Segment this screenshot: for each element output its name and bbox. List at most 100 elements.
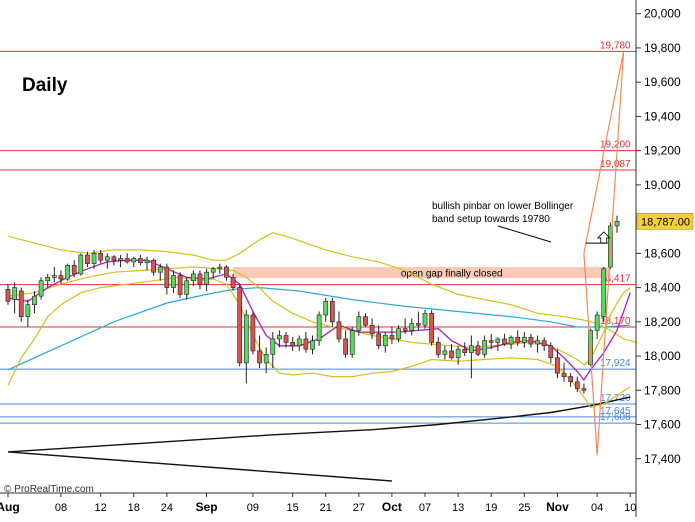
candle-body — [204, 271, 209, 285]
candle-body — [581, 388, 587, 391]
candle-body — [316, 314, 322, 341]
candle-body — [495, 338, 501, 343]
x-tick-label: Oct — [382, 500, 402, 514]
candle-body — [177, 275, 183, 295]
x-tick-label: 15 — [287, 502, 299, 514]
horizontal-levels: 19,780 19,200 19,087 18,417 18,170 17,924 17,7… — [0, 40, 636, 424]
annotations: bullish pinbar on lower Bollinger band se… — [432, 201, 611, 244]
candle-body — [488, 340, 494, 343]
candle-body — [409, 323, 415, 331]
candle-body — [190, 273, 196, 282]
candle-body — [343, 338, 348, 355]
x-tick-label: 07 — [419, 502, 431, 514]
candle-body — [382, 335, 388, 347]
candle-body — [568, 376, 574, 383]
candle-body — [482, 340, 487, 355]
x-tick-label: 27 — [353, 502, 365, 514]
x-tick-label: 09 — [247, 502, 259, 514]
x-tick-label: 18 — [128, 502, 140, 514]
annotation-line-2: band setup towards 19780 — [432, 214, 550, 225]
chart-title: Daily — [22, 75, 68, 96]
level-label: 19,780 — [600, 40, 631, 51]
watermark: © ProRealTime.com — [4, 484, 94, 495]
candle-body — [508, 336, 514, 345]
y-tick-label: 17,400 — [644, 452, 681, 466]
candle-body — [151, 259, 156, 273]
candle-body — [574, 381, 580, 389]
candle-body — [594, 314, 600, 331]
current-price-box — [636, 213, 694, 230]
projection-path — [583, 51, 625, 456]
candle-body — [396, 328, 401, 340]
candle-body — [91, 253, 97, 264]
candle-body — [118, 258, 123, 261]
candle-body — [224, 266, 229, 278]
level-label: 18,417 — [600, 274, 631, 285]
candle-body — [32, 295, 37, 306]
x-tick-label: 13 — [452, 502, 464, 514]
gap-zone-rect — [233, 267, 611, 279]
level-label: 17,608 — [600, 412, 631, 423]
candle-body — [111, 256, 117, 261]
candle-body — [389, 335, 395, 340]
candle-body — [310, 340, 315, 350]
candle-body — [614, 221, 620, 227]
y-tick-label: 20,000 — [644, 7, 681, 21]
level-label: 19,200 — [600, 140, 631, 151]
candle-body — [144, 259, 150, 264]
candle-body — [296, 338, 302, 347]
x-tick-label: 25 — [518, 502, 530, 514]
candle-body — [283, 335, 289, 343]
x-tick-label: 08 — [55, 502, 67, 514]
candle-body — [18, 290, 24, 317]
level-label: 17,924 — [600, 358, 631, 369]
candle-body — [449, 350, 454, 359]
candle-body — [104, 256, 110, 261]
level-label: 17,645 — [600, 406, 631, 417]
candle-body — [263, 354, 269, 364]
candle-body — [356, 316, 362, 331]
annotation-line-1: bullish pinbar on lower Bollinger — [432, 201, 574, 212]
candle-body — [528, 336, 534, 345]
candle-body — [45, 277, 51, 282]
candle-body — [429, 312, 435, 343]
candle-body — [71, 265, 77, 275]
candle-body — [330, 300, 335, 323]
candle-body — [58, 275, 64, 280]
candle-body — [535, 340, 540, 345]
candle-body — [78, 254, 84, 275]
level-label: 17,720 — [600, 393, 631, 404]
candle-body — [85, 254, 90, 264]
candle-body — [230, 277, 236, 288]
candle-body — [475, 345, 481, 355]
y-tick-label: 17,800 — [644, 383, 681, 397]
trendline-down — [7, 451, 392, 482]
candle-body — [12, 287, 17, 300]
candle-body — [237, 287, 243, 364]
x-tick-label: 19 — [485, 502, 497, 514]
candle-body — [548, 345, 554, 359]
candle-body — [184, 280, 190, 295]
candle-body — [303, 338, 309, 350]
y-tick-label: 19,800 — [644, 41, 681, 55]
x-tick-label: 10 — [624, 502, 636, 514]
annotation-pointer — [497, 225, 552, 243]
ma-long-line — [7, 396, 631, 453]
x-tick-label: Aug — [0, 500, 20, 514]
candle-body — [5, 288, 11, 302]
candle-body — [250, 314, 256, 352]
x-tick-label: 12 — [95, 502, 107, 514]
candle-body — [124, 258, 130, 263]
y-tick-label: 18,000 — [644, 349, 681, 363]
candle-body — [455, 348, 461, 359]
candle-body — [416, 323, 421, 326]
candle-body — [65, 265, 70, 280]
candle-body — [601, 268, 607, 317]
up-arrow-icon — [596, 231, 611, 244]
candle-body — [402, 328, 408, 331]
candle-body — [323, 300, 329, 316]
candle-body — [51, 275, 57, 278]
candle-body — [270, 338, 276, 355]
bollinger-upper — [7, 232, 638, 343]
candle-body — [25, 304, 31, 317]
